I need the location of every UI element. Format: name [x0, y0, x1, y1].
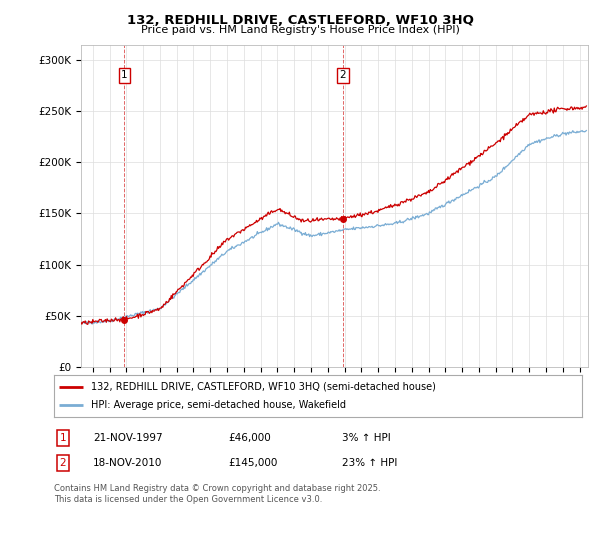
Text: HPI: Average price, semi-detached house, Wakefield: HPI: Average price, semi-detached house,…: [91, 400, 346, 410]
Text: £46,000: £46,000: [228, 433, 271, 443]
Text: 21-NOV-1997: 21-NOV-1997: [93, 433, 163, 443]
Text: 132, REDHILL DRIVE, CASTLEFORD, WF10 3HQ: 132, REDHILL DRIVE, CASTLEFORD, WF10 3HQ: [127, 14, 473, 27]
Text: 132, REDHILL DRIVE, CASTLEFORD, WF10 3HQ (semi-detached house): 132, REDHILL DRIVE, CASTLEFORD, WF10 3HQ…: [91, 382, 436, 392]
Text: 23% ↑ HPI: 23% ↑ HPI: [342, 458, 397, 468]
Text: £145,000: £145,000: [228, 458, 277, 468]
Text: 18-NOV-2010: 18-NOV-2010: [93, 458, 163, 468]
Text: Contains HM Land Registry data © Crown copyright and database right 2025.
This d: Contains HM Land Registry data © Crown c…: [54, 484, 380, 504]
Text: 1: 1: [121, 71, 128, 81]
Text: 1: 1: [59, 433, 67, 443]
Text: 2: 2: [340, 71, 346, 81]
Text: Price paid vs. HM Land Registry's House Price Index (HPI): Price paid vs. HM Land Registry's House …: [140, 25, 460, 35]
Text: 2: 2: [59, 458, 67, 468]
Text: 3% ↑ HPI: 3% ↑ HPI: [342, 433, 391, 443]
